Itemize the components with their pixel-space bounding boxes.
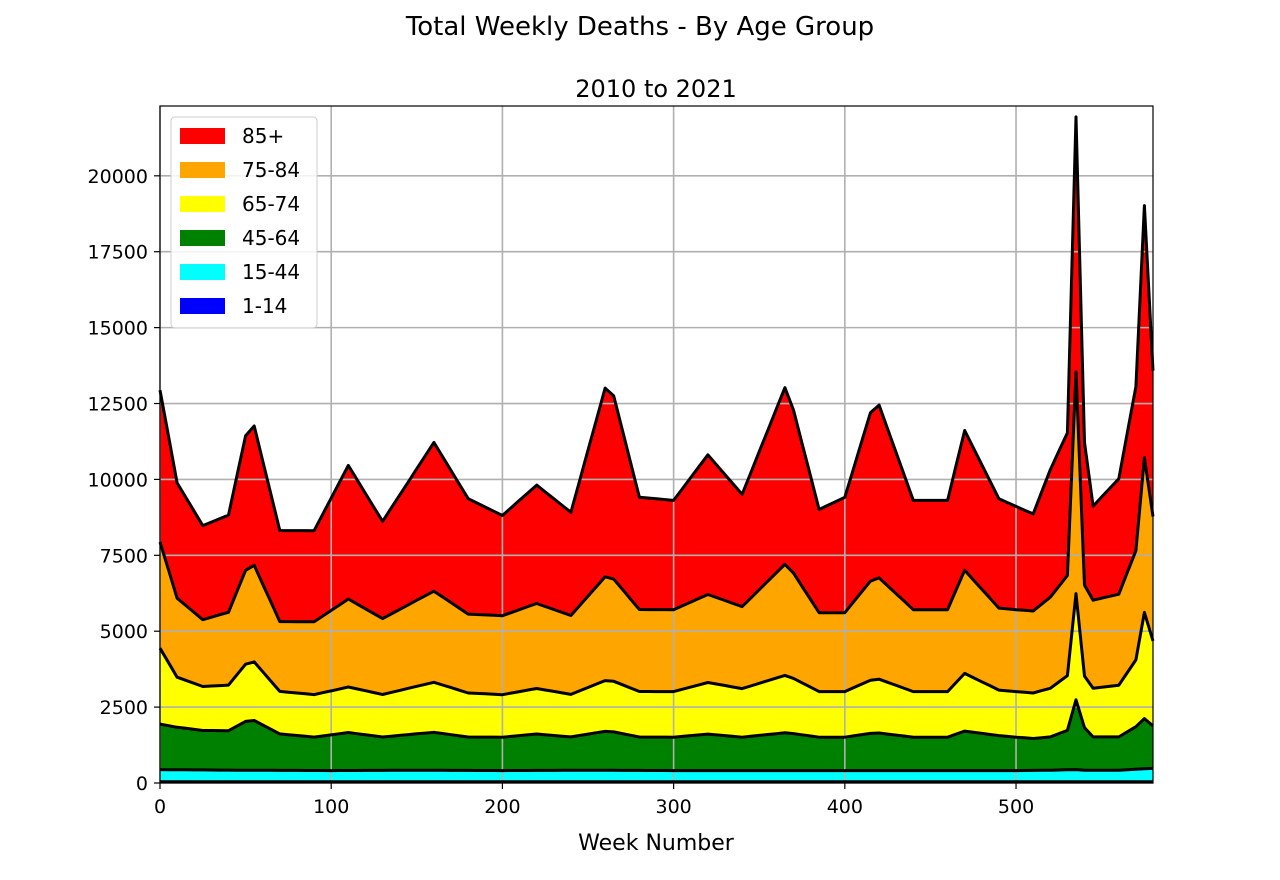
series-line-15-44 (159, 766, 1154, 773)
series-line-85+ (158, 115, 1155, 533)
x-tick-label: 400 (827, 796, 863, 818)
x-tick-label: 200 (484, 796, 520, 818)
legend-swatch-45-64 (180, 230, 225, 246)
legend-label-15-44: 15-44 (242, 260, 300, 284)
y-tick-label: 17500 (88, 242, 148, 264)
legend-label-85+: 85+ (242, 124, 284, 148)
series-line-45-64 (159, 698, 1154, 740)
chart-title: 2010 to 2021 (575, 75, 737, 103)
tick-layer: 0 100 200 300 400 500025005000750010000125001… (88, 166, 1035, 818)
legend-swatch-15-44 (180, 264, 225, 280)
x-tick-label: 300 (655, 796, 691, 818)
legend-label-45-64: 45-64 (242, 226, 300, 250)
y-tick-label: 5000 (100, 621, 148, 643)
x-tick-label: 0 (154, 796, 166, 818)
x-tick-label: 100 (313, 796, 349, 818)
grid-layer (159, 106, 1153, 784)
legend-swatch-85+ (180, 128, 225, 144)
legend-label-65-74: 65-74 (242, 192, 300, 216)
legend-label-75-84: 75-84 (242, 158, 300, 182)
plot-frame (159, 105, 1154, 784)
y-tick-label: 7500 (100, 545, 148, 567)
y-tick-label: 2500 (100, 697, 148, 719)
y-tick-label: 0 (136, 773, 148, 795)
y-tick-label: 15000 (88, 318, 148, 340)
area-85+ (160, 116, 1153, 622)
legend-label-1-14: 1-14 (242, 294, 287, 318)
x-tick-label: 500 (998, 796, 1034, 818)
area-75-84 (160, 371, 1153, 695)
y-tick-label: 20000 (88, 166, 148, 188)
area-65-74 (160, 593, 1153, 739)
legend-swatch-1-14 (180, 298, 225, 314)
figure-suptitle: Total Weekly Deaths - By Age Group (405, 12, 875, 42)
line-layer (158, 115, 1155, 784)
y-tick-label: 12500 (88, 394, 148, 416)
area-45-64 (160, 699, 1153, 771)
series-line-65-74 (158, 592, 1155, 697)
x-axis-label: Week Number (578, 831, 735, 856)
series-line-75-84 (158, 370, 1155, 624)
y-tick-label: 10000 (88, 469, 148, 491)
legend-swatch-65-74 (180, 196, 225, 212)
legend: 85+ 75-84 65-74 45-64 15-44 1-14 (170, 116, 318, 329)
legend-swatch-75-84 (180, 162, 225, 178)
